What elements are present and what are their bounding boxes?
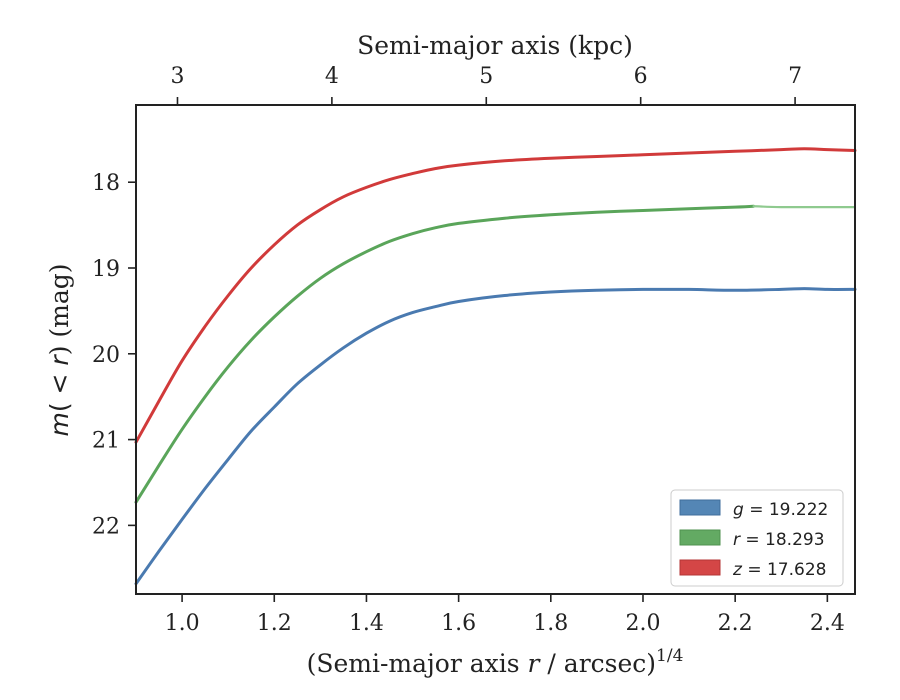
series-line-0 [134, 287, 857, 586]
y-tick-label: 21 [92, 429, 120, 454]
series-layer [134, 147, 857, 586]
top-tick-label: 3 [170, 64, 184, 89]
y-tick-label: 19 [92, 257, 120, 282]
x-tick-label: 1.6 [441, 611, 476, 636]
x-tick-label: 2.4 [810, 611, 845, 636]
x-tick-label: 1.8 [533, 611, 568, 636]
legend-swatch-g [679, 499, 721, 516]
legend-swatch-r [679, 529, 721, 546]
x-tick-label: 2.2 [718, 611, 753, 636]
series-line-1 [134, 204, 756, 504]
tick-layer: 1.0 1.2 1.4 1.6 1.8 2.0 2.2 2.4 18 19 20 21 22 3 4 5 6 7 [92, 64, 845, 636]
legend-swatch-z [679, 559, 721, 576]
x-tick-label: 1.0 [165, 611, 200, 636]
top-tick-label: 7 [788, 64, 802, 89]
legend: g = 19.222 r = 18.293 z = 17.628 [670, 489, 844, 587]
legend-label-z: z = 17.628 [732, 560, 826, 580]
y-tick-label: 22 [92, 514, 120, 539]
y-axis-title: m( < r) (mag) [45, 263, 74, 436]
top-axis-title: Semi-major axis (kpc) [357, 31, 633, 60]
top-tick-label: 6 [634, 64, 648, 89]
legend-label-g: g = 19.222 [733, 500, 828, 520]
series-line-2 [752, 205, 857, 209]
y-tick-label: 20 [92, 343, 120, 368]
plot-frame [135, 104, 856, 595]
top-tick-label: 5 [479, 64, 493, 89]
legend-label-r: r = 18.293 [733, 530, 825, 550]
x-tick-label: 2.0 [625, 611, 660, 636]
top-tick-label: 4 [325, 64, 339, 89]
x-tick-label: 1.4 [349, 611, 384, 636]
series-line-3 [134, 147, 857, 444]
y-tick-label: 18 [92, 171, 120, 196]
x-axis-title: (Semi-major axis r / arcsec)1/4 [307, 646, 684, 678]
x-tick-label: 1.2 [257, 611, 292, 636]
